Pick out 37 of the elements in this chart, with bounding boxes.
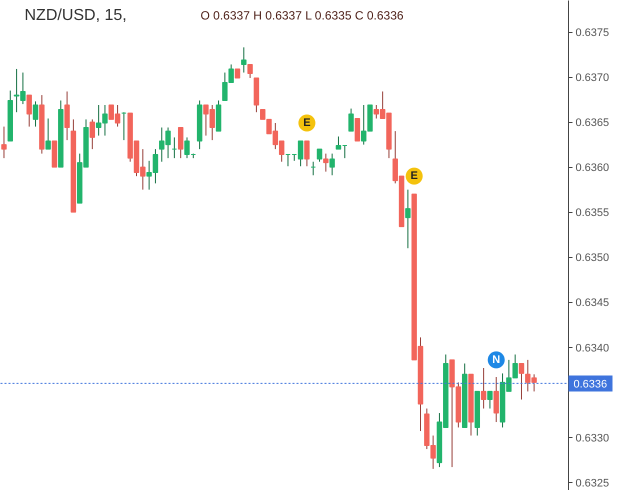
candlestick bbox=[26, 94, 32, 128]
candlestick bbox=[329, 153, 335, 176]
candlestick bbox=[45, 118, 51, 150]
annotation: O 0.6337 H 0.6337 L 0.6335 C 0.6336 bbox=[200, 8, 404, 22]
y-tick-label: 0.6370 bbox=[576, 72, 610, 84]
y-tick-label: 0.6325 bbox=[576, 477, 610, 490]
candlestick bbox=[32, 100, 38, 128]
candlestick bbox=[348, 108, 354, 132]
candlestick bbox=[247, 64, 253, 78]
y-tick-label: 0.6340 bbox=[576, 342, 610, 354]
y-tick-label: 0.6355 bbox=[576, 207, 610, 220]
annotation: E bbox=[303, 117, 311, 129]
candlestick bbox=[487, 390, 493, 410]
y-tick-label: 0.6330 bbox=[576, 432, 610, 444]
candlestick bbox=[178, 127, 184, 159]
candlestick bbox=[405, 189, 411, 249]
y-tick-label: 0.6375 bbox=[576, 27, 610, 40]
candlestick bbox=[494, 376, 499, 423]
candlestick bbox=[304, 140, 310, 167]
candlestick bbox=[241, 46, 246, 74]
y-tick-label: 0.6350 bbox=[576, 252, 610, 264]
candlestick bbox=[90, 118, 96, 150]
candlestick bbox=[480, 368, 486, 410]
candlestick bbox=[323, 153, 329, 172]
annotation: E bbox=[410, 170, 418, 182]
candlestick bbox=[64, 90, 70, 141]
candlestick bbox=[518, 362, 524, 400]
y-tick-label: 0.6365 bbox=[576, 117, 610, 130]
candlestick bbox=[1, 126, 7, 159]
candlestick bbox=[316, 148, 322, 162]
candlestick bbox=[234, 68, 240, 78]
candlestick bbox=[354, 118, 360, 142]
chart-title: NZD/USD, 15, bbox=[24, 7, 127, 24]
y-tick-label: 0.6360 bbox=[576, 162, 610, 174]
annotation: N bbox=[492, 354, 500, 366]
y-tick-label: 0.6345 bbox=[576, 297, 610, 310]
ref-line-label: 0.6336 bbox=[574, 378, 608, 390]
